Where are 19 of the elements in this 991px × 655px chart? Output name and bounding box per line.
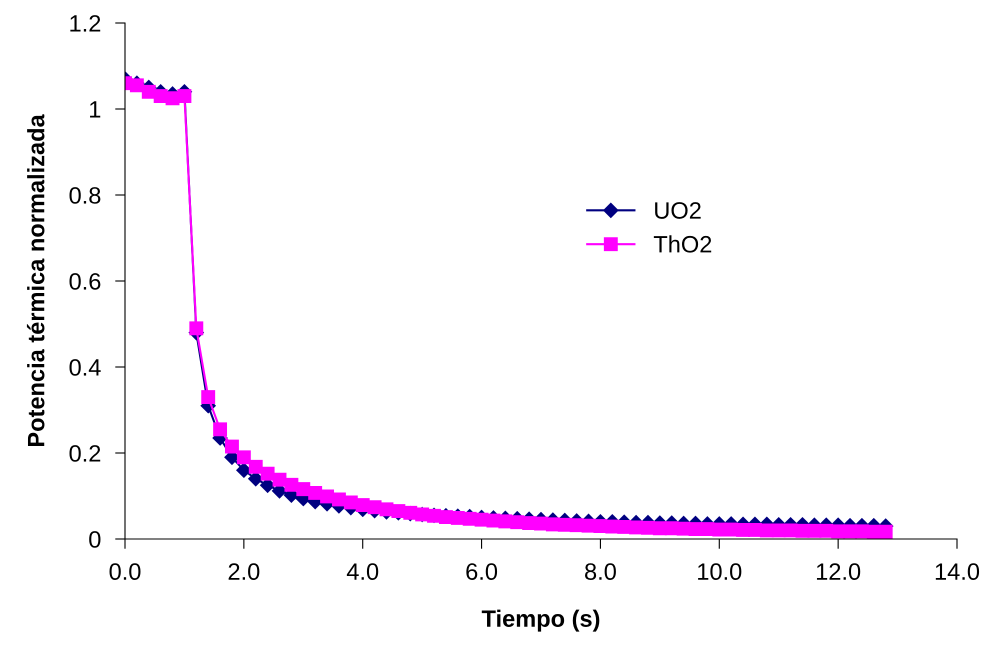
x-tick-label: 10.0 [698,563,742,580]
y-tick-label: 0.4 [69,359,101,376]
x-tick-label: 6.0 [466,563,498,580]
x-tick-label: 8.0 [585,563,616,580]
legend-label: ThO2 [654,235,712,253]
y-tick-label: 0 [89,531,100,548]
y-tick-label: 1 [90,101,100,118]
x-tick-label: 4.0 [346,563,378,580]
x-tick-label: 0.0 [110,563,140,580]
y-tick-label: 0.2 [69,445,100,462]
x-tick-label: 14.0 [936,563,980,580]
legend-label: UO2 [655,202,701,219]
y-tick-label: 1.2 [70,15,100,32]
x-axis-title: Tiempo (s) [482,610,600,632]
y-tick-label: 0.8 [69,187,100,204]
x-tick-label: 12.0 [816,563,860,580]
y-tick-label: 0.6 [69,273,100,290]
y-axis-title: Potencia térmica normalizada [26,114,44,446]
x-tick-label: 2.0 [228,563,260,580]
